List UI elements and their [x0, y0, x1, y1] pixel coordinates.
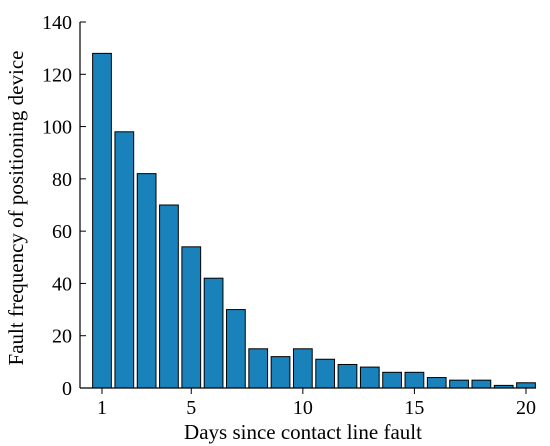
bar — [404, 371, 425, 389]
y-ticks: 0 20 40 60 80 100 120 140 — [42, 12, 86, 400]
bar — [471, 379, 492, 389]
bars — [92, 52, 536, 389]
x-tick-label: 5 — [186, 397, 196, 419]
axes — [79, 22, 536, 389]
bar — [226, 309, 246, 389]
bar — [315, 358, 336, 389]
y-tick-label: 120 — [42, 64, 72, 86]
y-tick-label: 40 — [52, 273, 72, 295]
bar — [426, 377, 447, 389]
x-tick-label: 1 — [97, 397, 107, 419]
y-tick-label: 20 — [52, 326, 72, 348]
bar — [516, 382, 536, 389]
bar — [203, 277, 224, 389]
x-axis-label: Days since contact line fault — [184, 420, 422, 444]
bar — [136, 173, 157, 389]
x-ticks: 1 5 10 15 20 — [97, 388, 536, 419]
y-tick-label: 60 — [52, 221, 72, 243]
bar — [382, 371, 402, 389]
y-tick-label: 80 — [52, 169, 72, 191]
bar — [114, 131, 135, 389]
y-tick-label: 140 — [42, 12, 72, 34]
bar — [159, 204, 179, 389]
bar — [337, 363, 358, 389]
bar — [292, 348, 313, 389]
bar — [248, 348, 269, 389]
x-tick-label: 10 — [293, 397, 313, 419]
bar — [449, 379, 469, 389]
bar — [92, 52, 112, 389]
y-tick-label: 0 — [62, 378, 72, 400]
bar — [359, 366, 380, 389]
bar — [270, 356, 291, 389]
y-tick-label: 100 — [42, 117, 72, 139]
x-tick-label: 15 — [404, 397, 424, 419]
x-tick-label: 20 — [516, 397, 536, 419]
bar — [181, 246, 202, 389]
y-axis-label: Fault frequency of positioning device — [4, 51, 28, 366]
